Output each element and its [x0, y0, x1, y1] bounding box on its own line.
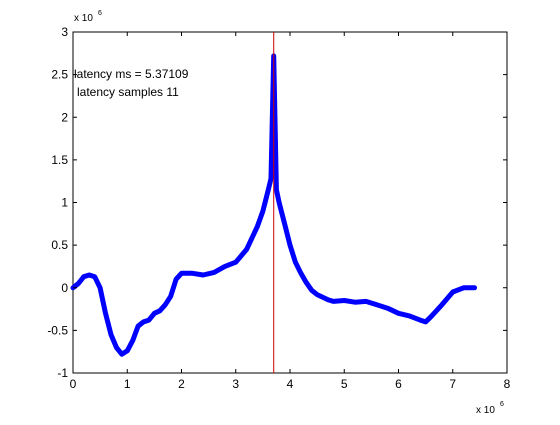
axis-ticks: 0 1 2 3 4 5 6 7 8 -1 -0.5 0 0.5 1 1.5 2 2.5 3 — [47, 25, 510, 391]
y-multiplier-base: x 10 — [74, 13, 93, 24]
x-tick-label: 4 — [287, 377, 294, 391]
x-tick-label: 7 — [449, 377, 456, 391]
y-tick-label: 2.5 — [51, 68, 68, 82]
x-tick-label: 1 — [124, 377, 131, 391]
y-tick-label: 0 — [61, 281, 68, 295]
latency-samples-annotation: latency samples 11 — [77, 85, 179, 99]
y-tick-label: 1 — [61, 196, 68, 210]
x-tick-label: 6 — [395, 377, 402, 391]
x-tick-label: 5 — [341, 377, 348, 391]
y-tick-label: 1.5 — [51, 153, 68, 167]
x-tick-label: 8 — [504, 377, 511, 391]
plot-area — [72, 31, 508, 374]
series-line — [70, 53, 477, 357]
y-tick-label: 3 — [61, 25, 68, 39]
x-multiplier-base: x 10 — [476, 405, 495, 416]
chart-marks — [70, 32, 477, 373]
latency-ms-annotation: latency ms = 5.37109 — [74, 67, 189, 81]
y-tick-label: 0.5 — [51, 238, 68, 252]
x-tick-label: 2 — [178, 377, 185, 391]
x-multiplier-exponent: 6 — [500, 401, 504, 408]
y-tick-label: 2 — [61, 110, 68, 124]
x-tick-label: 3 — [232, 377, 239, 391]
x-tick-label: 0 — [70, 377, 77, 391]
y-multiplier-exponent: 6 — [98, 10, 102, 17]
y-tick-label: -0.5 — [47, 323, 68, 337]
y-axis-multiplier: x 10 6 — [74, 10, 102, 24]
x-axis-multiplier: x 10 6 — [476, 401, 504, 416]
y-tick-label: -1 — [57, 366, 68, 380]
